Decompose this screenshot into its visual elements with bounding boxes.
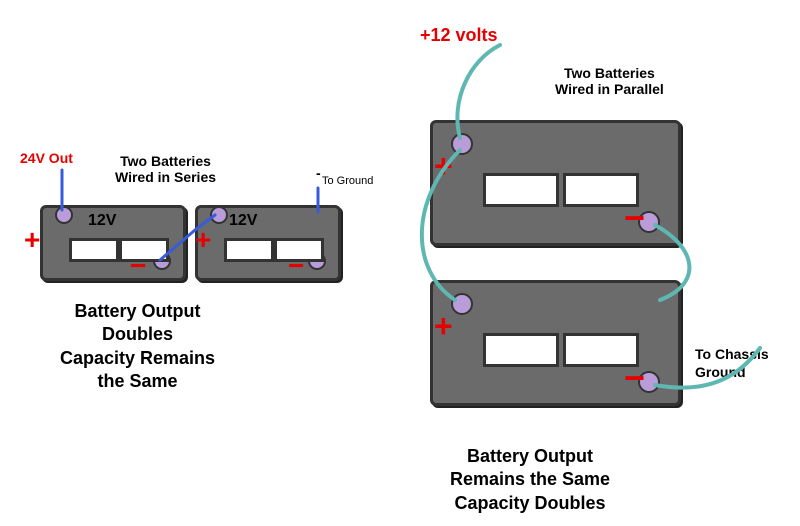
parallel-b-pos-terminal [451, 293, 473, 315]
parallel-a-cell-1 [483, 173, 559, 207]
series-title: Two Batteries Wired in Series [115, 153, 216, 185]
parallel-b-minus: − [624, 360, 645, 396]
parallel-a-pos-terminal [451, 133, 473, 155]
series-b-cell-1 [224, 238, 274, 262]
series-a-pos-terminal [55, 206, 73, 224]
parallel-ground-label: To Chassis Ground [695, 345, 769, 381]
series-caption: Battery Output Doubles Capacity Remains … [60, 300, 215, 394]
parallel-caption: Battery Output Remains the Same Capacity… [450, 445, 610, 515]
series-out-label: 24V Out [20, 150, 73, 166]
series-a-minus: − [130, 252, 146, 280]
parallel-header: +12 volts [420, 25, 498, 46]
series-b-minus: − [288, 252, 304, 280]
parallel-a-minus: − [624, 200, 645, 236]
series-a-volts: 12V [88, 212, 116, 230]
series-ground-minus: - [316, 165, 321, 181]
parallel-b-plus: + [434, 310, 453, 342]
parallel-b-cell-1 [483, 333, 559, 367]
parallel-a-plus: + [434, 150, 453, 182]
series-b-plus: + [195, 226, 211, 254]
series-a-cell-1 [69, 238, 119, 262]
series-ground-label: To Ground [322, 175, 373, 187]
series-b-pos-terminal [210, 206, 228, 224]
parallel-title: Two Batteries Wired in Parallel [555, 65, 664, 97]
series-battery-b [195, 205, 341, 281]
series-b-volts: 12V [229, 212, 257, 230]
diagram-stage: 24V Out Two Batteries Wired in Series - … [0, 0, 800, 526]
series-a-plus: + [24, 226, 40, 254]
